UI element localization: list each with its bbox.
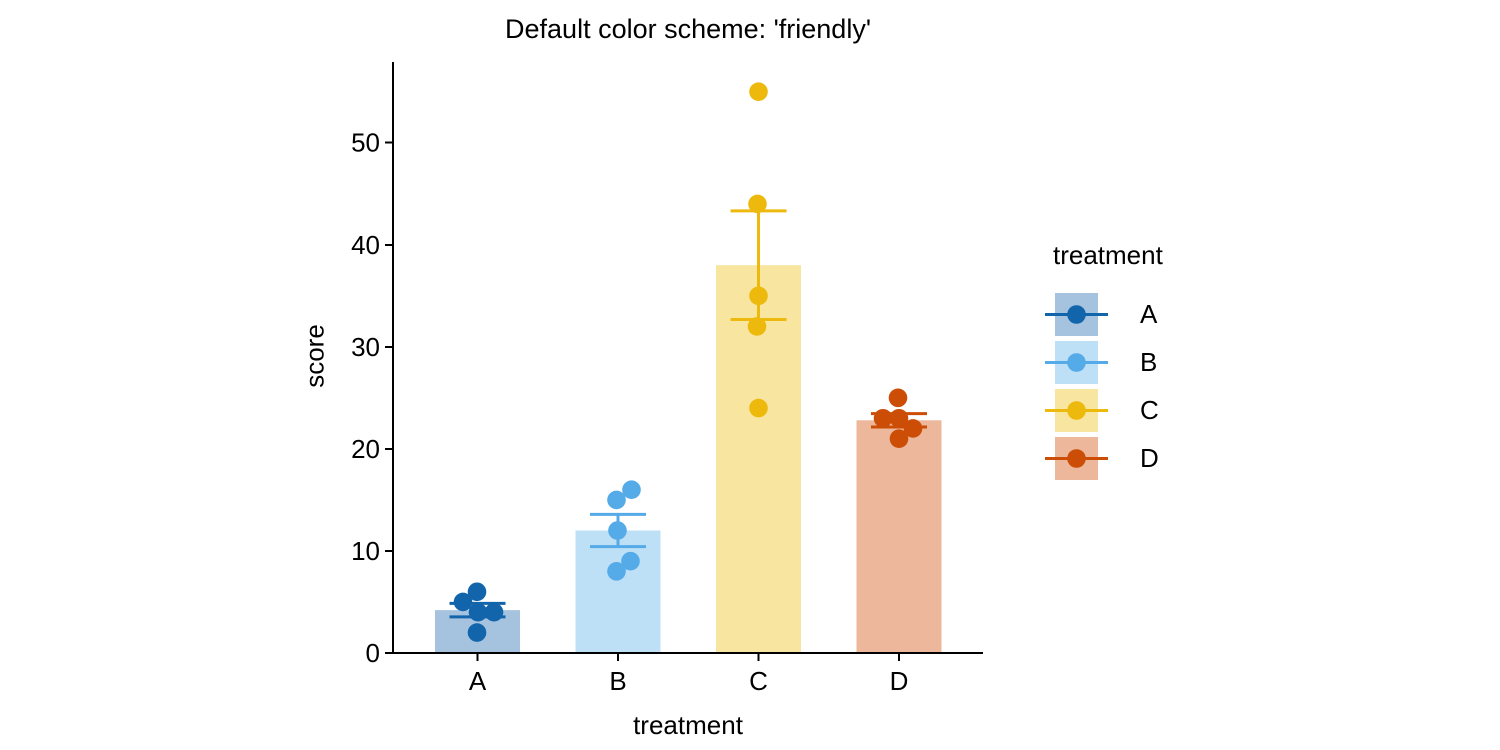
legend-dot-B: [1067, 353, 1086, 372]
data-point-A: [467, 582, 487, 602]
data-point-B: [607, 562, 626, 581]
data-point-A: [467, 623, 487, 642]
y-tick-label: 0: [366, 638, 380, 668]
legend-item-B: B: [1045, 341, 1163, 384]
data-point-C: [749, 82, 768, 101]
y-tick-label: 50: [351, 128, 380, 158]
legend-label-D: D: [1140, 443, 1159, 473]
data-point-C: [747, 317, 767, 336]
legend-item-A: A: [1045, 293, 1163, 336]
bar-B: [575, 530, 661, 653]
data-point-A: [484, 602, 504, 622]
data-point-D: [888, 388, 908, 408]
data-point-B: [621, 551, 640, 571]
legend-item-C: C: [1045, 389, 1163, 432]
data-point-C: [749, 398, 768, 418]
x-axis-title: treatment: [633, 710, 743, 740]
legend-label-B: B: [1140, 347, 1158, 377]
legend-label-C: C: [1140, 395, 1159, 425]
legend-key-B: [1045, 341, 1108, 384]
data-point-B: [622, 480, 641, 500]
y-axis-title: score: [299, 324, 330, 388]
x-tick-label: A: [469, 666, 487, 696]
data-point-D: [903, 419, 923, 438]
y-tick-label: 10: [351, 536, 380, 566]
legend-dot-D: [1067, 449, 1086, 468]
x-tick-label: D: [890, 666, 909, 696]
x-tick-label: B: [609, 666, 626, 696]
chart-title: Default color scheme: 'friendly': [505, 14, 871, 44]
legend-title: treatment: [1053, 240, 1163, 270]
legend-label-A: A: [1140, 299, 1158, 329]
data-point-C: [748, 194, 767, 214]
bar-D: [856, 420, 942, 653]
data-point-A: [453, 592, 473, 612]
y-tick-label: 20: [351, 434, 380, 464]
legend-dot-C: [1067, 401, 1086, 420]
data-point-D: [889, 408, 909, 428]
data-point-B: [607, 490, 626, 510]
data-point-D: [889, 429, 909, 448]
x-tick-label: C: [749, 666, 768, 696]
legend-key-A: [1045, 293, 1108, 336]
data-point-C: [749, 286, 768, 306]
legend-key-D: [1045, 437, 1108, 480]
y-tick-label: 40: [351, 230, 380, 260]
legend-item-D: D: [1045, 437, 1163, 480]
legend-dot-A: [1067, 305, 1086, 324]
data-point-D: [873, 408, 893, 428]
legend-key-C: [1045, 389, 1108, 432]
data-point-A: [468, 602, 488, 622]
data-point-B: [608, 521, 627, 540]
y-tick-label: 30: [351, 332, 380, 362]
